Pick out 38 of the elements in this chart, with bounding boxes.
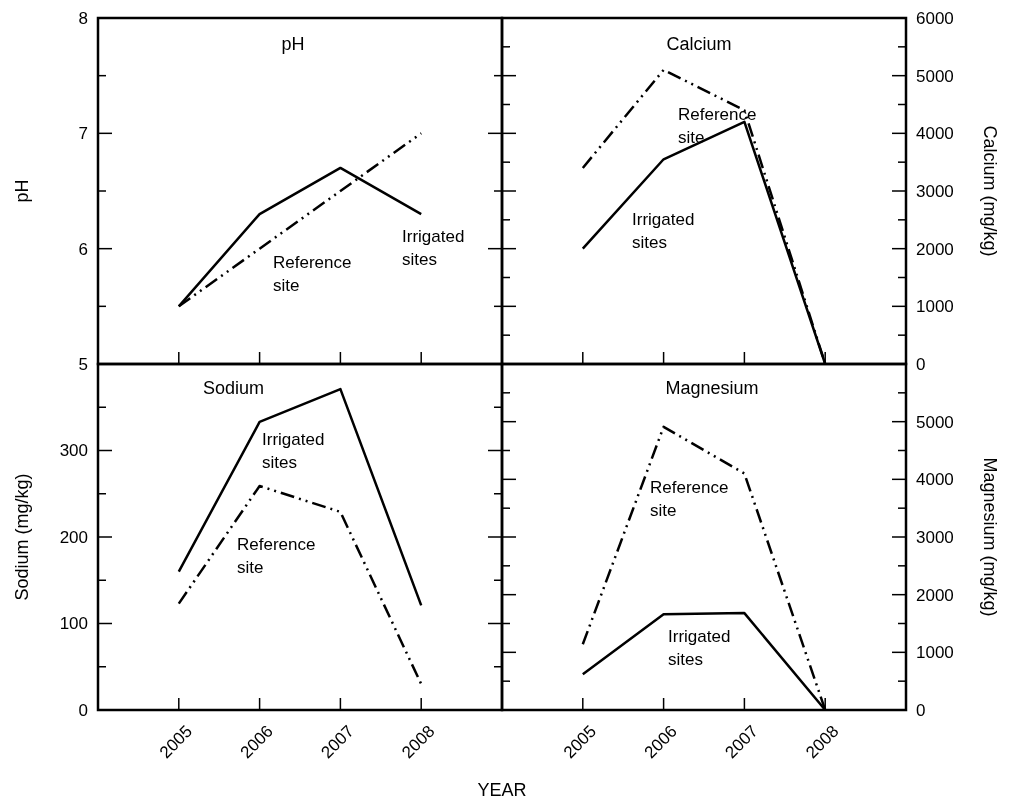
y2-tick-label: 2000 [916,239,954,259]
y-tick-label: 0 [78,700,88,720]
y-tick-label: 5 [78,354,88,374]
series-label: Irrigated sites [668,627,731,669]
y-tick-label: 7 [78,124,88,144]
series-label: Irrigated sites [262,430,325,472]
y2-tick-label: 6000 [916,8,954,28]
text: Magnesium [665,378,759,398]
y2-tick-label: 5000 [916,66,954,86]
series-label: Reference site [273,253,352,295]
y2-axis-title: Calcium (mg/kg) [980,125,1000,257]
y2-tick-label: 3000 [916,181,954,201]
y2-tick-label: 3000 [916,527,954,547]
text: pH [281,34,305,54]
text: Calcium [666,34,732,54]
legend-label: Irrigated sites [402,227,465,269]
series-label: Reference site [237,535,316,577]
y2-tick-label: 5000 [916,412,954,432]
series-label: Reference site [650,478,729,520]
line-series [177,484,423,686]
y2-tick-label: 1000 [916,297,954,317]
y-tick-label: 8 [78,8,88,28]
x-axis-title: YEAR [477,780,527,800]
y2-tick-label: 4000 [916,124,954,144]
y-axis-title: Sodium (mg/kg) [12,473,32,601]
y2-axis-title: Magnesium (mg/kg) [980,457,1000,617]
y-axis-title: pH [12,179,32,203]
y2-tick-label: 0 [916,700,926,720]
text: Sodium [203,378,265,398]
y2-tick-label: 4000 [916,470,954,490]
y-tick-label: 300 [59,441,88,461]
y2-tick-label: 2000 [916,585,954,605]
y-tick-label: 100 [59,614,88,634]
y2-tick-label: 0 [916,354,926,374]
y-tick-label: 6 [78,239,88,259]
y2-tick-label: 1000 [916,643,954,663]
y-tick-label: 200 [59,527,88,547]
series-label: Irrigated sites [632,210,695,252]
